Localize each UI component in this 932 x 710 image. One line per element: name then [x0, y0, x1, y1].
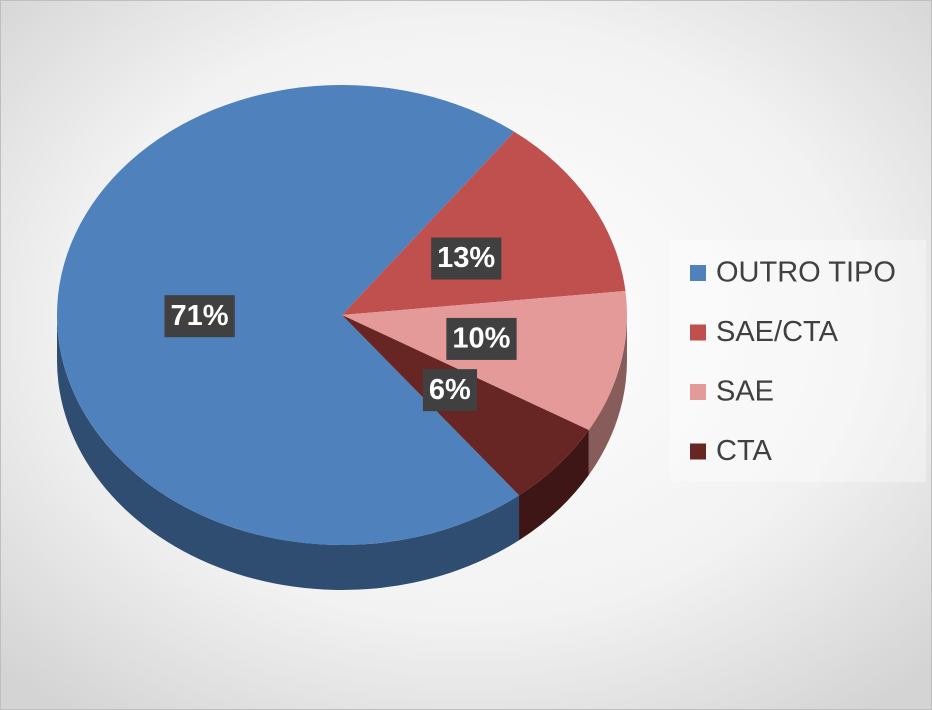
- data-label: 71%: [170, 300, 228, 332]
- label-box: [431, 237, 502, 280]
- data-label: 10%: [452, 323, 510, 355]
- slice-side: [588, 315, 627, 475]
- data-label: 6%: [429, 374, 471, 406]
- legend-label: SAE: [716, 376, 774, 408]
- legend-box: [670, 240, 926, 482]
- legend-swatch: [690, 324, 706, 341]
- legend-swatch: [690, 265, 706, 281]
- slice-side: [519, 430, 589, 541]
- slice-side: [57, 315, 520, 590]
- data-label: 13%: [437, 242, 495, 274]
- label-box: [446, 317, 517, 360]
- legend-label: OUTRO TIPO: [716, 257, 896, 289]
- label-box: [164, 295, 235, 338]
- legend-label: SAE/CTA: [716, 316, 839, 348]
- slice: [56, 84, 520, 545]
- legend-swatch: [690, 443, 706, 460]
- label-box: [422, 369, 478, 412]
- slice: [342, 131, 626, 315]
- legend-label: CTA: [716, 435, 773, 467]
- slice: [342, 290, 627, 430]
- legend-swatch: [690, 384, 706, 400]
